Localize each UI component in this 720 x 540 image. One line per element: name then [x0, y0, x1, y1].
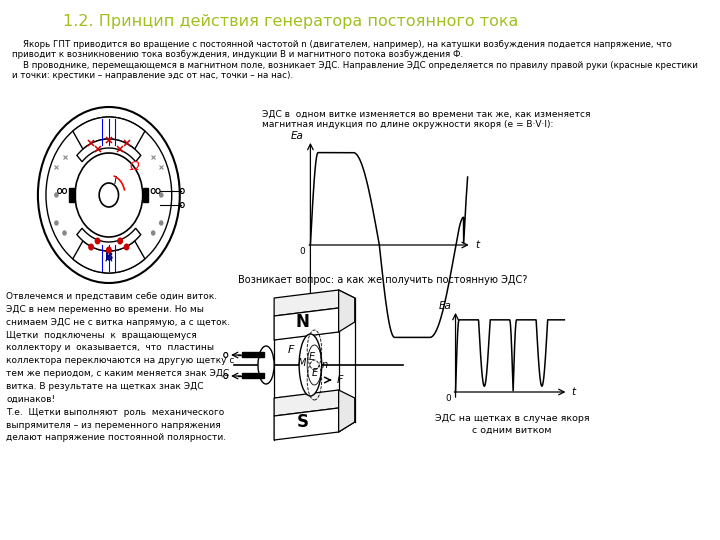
- Text: 0: 0: [299, 247, 305, 256]
- Text: Eа: Eа: [291, 131, 304, 141]
- Text: F: F: [288, 345, 294, 355]
- Polygon shape: [274, 290, 338, 316]
- Polygon shape: [338, 390, 355, 432]
- Text: i: i: [114, 176, 117, 186]
- Bar: [143, 188, 148, 202]
- Polygon shape: [338, 290, 355, 332]
- Text: 1.2. Принцип действия генератора постоянного тока: 1.2. Принцип действия генератора постоян…: [63, 14, 518, 29]
- Text: S: S: [297, 413, 308, 431]
- Text: E: E: [312, 368, 318, 378]
- Text: Отвлечемся и представим себе один виток.
ЭДС в нем переменно во времени. Но мы
с: Отвлечемся и представим себе один виток.…: [6, 292, 235, 442]
- Ellipse shape: [258, 346, 274, 384]
- Circle shape: [160, 193, 163, 197]
- Bar: [242, 352, 264, 357]
- Circle shape: [152, 231, 155, 235]
- Circle shape: [99, 183, 119, 207]
- Text: Ω: Ω: [129, 160, 138, 173]
- Text: Возникает вопрос: а как же получить постоянную ЭДС?: Возникает вопрос: а как же получить пост…: [238, 275, 527, 285]
- Circle shape: [107, 247, 111, 253]
- Text: В: В: [104, 252, 113, 262]
- Wedge shape: [77, 139, 141, 162]
- Ellipse shape: [299, 334, 322, 396]
- Circle shape: [55, 221, 58, 225]
- Circle shape: [160, 221, 163, 225]
- Circle shape: [89, 244, 94, 250]
- Circle shape: [75, 153, 143, 237]
- Bar: [69, 188, 75, 202]
- Circle shape: [63, 231, 66, 235]
- Wedge shape: [77, 228, 141, 251]
- Polygon shape: [274, 308, 338, 340]
- Polygon shape: [274, 390, 338, 416]
- Text: ЭДС на щетках в случае якоря
с одним витком: ЭДС на щетках в случае якоря с одним вит…: [435, 414, 589, 435]
- Text: F: F: [337, 375, 343, 385]
- Text: M: M: [298, 358, 307, 368]
- Text: t: t: [572, 387, 576, 397]
- Text: t: t: [475, 240, 479, 250]
- Bar: [242, 373, 264, 378]
- Circle shape: [118, 238, 122, 244]
- Text: Eа: Eа: [438, 301, 451, 311]
- Polygon shape: [274, 408, 338, 440]
- Text: ЭДС в  одном витке изменяется во времени так же, как изменяется
магнитная индукц: ЭДС в одном витке изменяется во времени …: [262, 110, 590, 130]
- Text: N: N: [295, 313, 310, 331]
- Wedge shape: [73, 241, 145, 273]
- Wedge shape: [73, 117, 145, 149]
- Text: n: n: [322, 360, 328, 370]
- Circle shape: [55, 193, 58, 197]
- Circle shape: [125, 244, 129, 250]
- Text: E: E: [309, 352, 315, 362]
- Text: 0: 0: [445, 394, 451, 403]
- Circle shape: [95, 238, 100, 244]
- Text: Якорь ГПТ приводится во вращение с постоянной частотой n (двигателем, например),: Якорь ГПТ приводится во вращение с посто…: [12, 40, 698, 80]
